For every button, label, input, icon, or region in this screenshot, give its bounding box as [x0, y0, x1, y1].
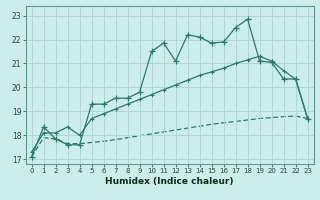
- X-axis label: Humidex (Indice chaleur): Humidex (Indice chaleur): [105, 177, 234, 186]
